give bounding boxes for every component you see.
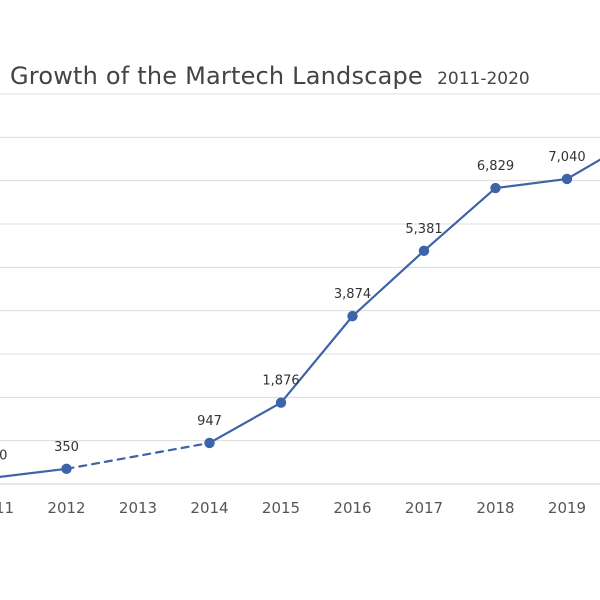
- series-line-segment: [0, 467, 68, 479]
- data-point: [561, 173, 573, 185]
- series-line-segment: [494, 177, 569, 190]
- chart-title: Growth of the Martech Landscape 2011-202…: [10, 54, 530, 92]
- series-line-segment-dashed: [65, 441, 211, 470]
- x-tick-label: 2014: [190, 499, 228, 517]
- data-label: 947: [197, 414, 222, 429]
- data-point: [418, 245, 430, 257]
- series-line-segment: [208, 401, 283, 445]
- x-tick-label: 2016: [333, 499, 371, 517]
- data-label: 150: [0, 449, 7, 464]
- data-point: [204, 437, 215, 449]
- x-tick-label: 2012: [47, 499, 85, 517]
- data-label: 1,876: [262, 374, 299, 389]
- data-point: [61, 463, 72, 475]
- data-point: [275, 397, 287, 408]
- x-tick-label: 2011: [0, 499, 14, 517]
- series-line-segment: [279, 315, 354, 404]
- x-tick-label: 2017: [405, 499, 443, 517]
- data-label: 6,829: [477, 159, 514, 174]
- data-point: [347, 310, 358, 322]
- chart-subtitle: 2011-2020: [437, 69, 530, 89]
- data-label: 350: [54, 440, 79, 455]
- data-point: [490, 182, 501, 194]
- x-tick-label: 2018: [476, 499, 514, 517]
- data-label: 7,040: [548, 150, 585, 165]
- series-line-segment: [422, 186, 497, 252]
- chart-title-main: Growth of the Martech Landscape: [10, 62, 423, 90]
- series-line-segment: [565, 158, 600, 181]
- series-line-segment: [351, 249, 426, 318]
- x-tick-label: 2013: [119, 499, 157, 517]
- x-tick-label: 2015: [262, 499, 300, 517]
- data-label: 3,874: [334, 287, 371, 302]
- x-tick-label: 2019: [548, 499, 586, 517]
- data-label: 5,381: [405, 222, 442, 237]
